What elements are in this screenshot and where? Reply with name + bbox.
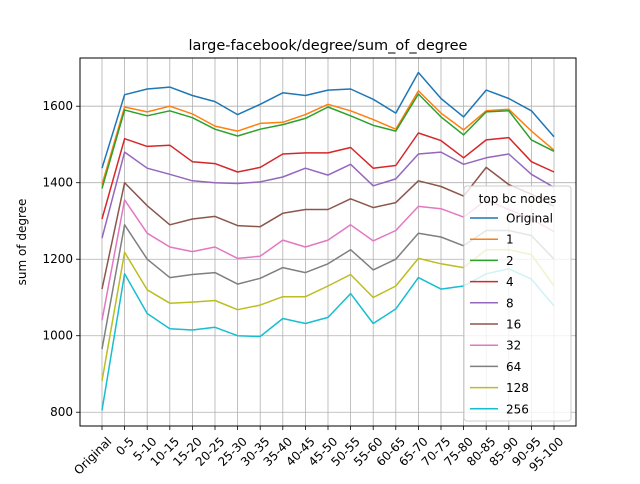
y-tick-label: 800 <box>50 405 73 419</box>
legend-label: 32 <box>506 339 521 353</box>
series-line-original <box>101 71 555 169</box>
y-tick-label: 1600 <box>42 99 73 113</box>
legend-label: 128 <box>506 381 529 395</box>
series-line-4 <box>101 132 555 220</box>
series-line-8 <box>101 151 555 239</box>
legend-label: 64 <box>506 360 521 374</box>
legend-title: top bc nodes <box>479 192 557 206</box>
legend-box <box>463 185 572 422</box>
legend-label: 4 <box>506 275 514 289</box>
chart-title: large-facebook/degree/sum_of_degree <box>189 38 468 54</box>
series-line-2 <box>101 93 555 189</box>
y-tick-label: 1200 <box>42 252 73 266</box>
legend-label: 2 <box>506 254 514 268</box>
legend-label: 16 <box>506 318 521 332</box>
legend-label: 8 <box>506 296 514 310</box>
series-line-16 <box>101 166 555 290</box>
legend: top bc nodes Original 1 2 4 8 16 32 64 128 256 <box>463 185 572 422</box>
y-axis-label: sum of degree <box>15 199 29 286</box>
series-line-1 <box>101 90 555 185</box>
y-tick-label: 1000 <box>42 329 73 343</box>
legend-label: Original <box>506 212 553 226</box>
legend-label: 1 <box>506 233 514 247</box>
legend-label: 256 <box>506 402 529 416</box>
y-tick-label: 1400 <box>42 176 73 190</box>
